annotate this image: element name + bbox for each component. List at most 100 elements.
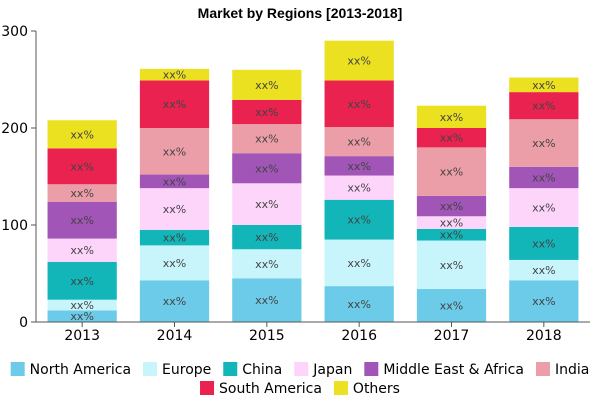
bar-segment-europe-2013 bbox=[47, 299, 117, 311]
segment-label: xx% bbox=[532, 237, 555, 250]
segment-label: xx% bbox=[532, 137, 555, 150]
bar-segment-japan-2016 bbox=[324, 175, 394, 200]
segment-label: xx% bbox=[347, 257, 370, 270]
bar-segment-south-america-2017 bbox=[416, 128, 487, 148]
bar-segment-north-america-2018 bbox=[509, 280, 579, 322]
bar-segment-south-america-2015 bbox=[232, 99, 302, 125]
legend-label: China bbox=[242, 362, 282, 378]
segment-label: xx% bbox=[163, 203, 186, 216]
segment-label: xx% bbox=[440, 229, 463, 242]
bar-segment-china-2014 bbox=[139, 229, 210, 246]
segment-label: xx% bbox=[70, 214, 93, 227]
legend-label: Japan bbox=[312, 362, 352, 378]
segment-label: xx% bbox=[532, 100, 555, 113]
bar-segment-middle-east-africa-2017 bbox=[416, 195, 487, 217]
legend-label: Others bbox=[353, 381, 400, 397]
segment-label: xx% bbox=[70, 244, 93, 257]
segment-label: xx% bbox=[255, 106, 278, 119]
bar-segment-south-america-2013 bbox=[47, 148, 117, 185]
segment-label: xx% bbox=[347, 298, 370, 311]
bar-segment-china-2016 bbox=[324, 199, 394, 240]
segment-label: xx% bbox=[163, 257, 186, 270]
bar-segment-japan-2017 bbox=[416, 216, 487, 229]
x-tick-label: 2014 bbox=[157, 328, 193, 344]
legend-swatch bbox=[200, 381, 215, 395]
segment-label: xx% bbox=[532, 79, 555, 92]
x-axis-ticks: 2013 2014 2015 2016 2017 2018 bbox=[64, 322, 562, 344]
y-tick-label: 300 bbox=[1, 24, 28, 40]
bar-segment-middle-east-africa-2015 bbox=[232, 153, 302, 184]
bar-segment-middle-east-africa-2013 bbox=[47, 201, 117, 239]
segment-label: xx% bbox=[255, 231, 278, 244]
legend-label: South America bbox=[219, 381, 322, 397]
legend-swatch bbox=[10, 362, 25, 376]
segment-label: xx% bbox=[347, 98, 370, 111]
x-tick-label: 2013 bbox=[64, 328, 100, 344]
bar-segment-india-2016 bbox=[324, 127, 394, 157]
legend-item-north-america: North America bbox=[10, 362, 131, 378]
bar-segment-europe-2015 bbox=[232, 249, 302, 279]
bar-segment-middle-east-africa-2014 bbox=[139, 174, 210, 189]
y-axis-ticks: 0 100 200 300 bbox=[1, 24, 36, 331]
segment-label: xx% bbox=[70, 128, 93, 141]
segment-label: xx% bbox=[532, 264, 555, 277]
segment-label: xx% bbox=[163, 98, 186, 111]
legend-item-south-america: South America bbox=[200, 381, 322, 397]
segment-label: xx% bbox=[163, 69, 186, 82]
bar-segment-china-2017 bbox=[416, 228, 487, 241]
bar-segment-north-america-2016 bbox=[324, 286, 394, 322]
bar-segment-north-america-2014 bbox=[139, 280, 210, 322]
bar-segment-japan-2014 bbox=[139, 188, 210, 230]
x-tick-label: 2015 bbox=[249, 328, 285, 344]
y-tick-label: 100 bbox=[1, 218, 28, 234]
legend-item-india: India bbox=[535, 362, 589, 378]
segment-label: xx% bbox=[70, 299, 93, 312]
x-tick-label: 2017 bbox=[434, 328, 470, 344]
segment-label: xx% bbox=[70, 310, 93, 323]
bar-segment-india-2015 bbox=[232, 124, 302, 154]
bar-segment-middle-east-africa-2018 bbox=[509, 166, 579, 189]
segment-label: xx% bbox=[440, 166, 463, 179]
legend: North America Europe China Japan Middle East… bbox=[10, 362, 589, 397]
bar-segment-china-2013 bbox=[47, 261, 117, 300]
segment-label: xx% bbox=[70, 275, 93, 288]
bar-segment-china-2015 bbox=[232, 225, 302, 250]
bar-segment-europe-2017 bbox=[416, 240, 487, 290]
segment-label: xx% bbox=[255, 294, 278, 307]
bar-segment-europe-2018 bbox=[509, 259, 579, 281]
legend-swatch bbox=[333, 381, 348, 395]
bar-segment-europe-2014 bbox=[139, 245, 210, 281]
bar-segment-south-america-2016 bbox=[324, 80, 394, 128]
segment-label: xx% bbox=[255, 79, 278, 92]
bar-segment-south-america-2018 bbox=[509, 92, 579, 120]
legend-label: North America bbox=[30, 362, 131, 378]
segment-label: xx% bbox=[163, 145, 186, 158]
bar-segment-north-america-2015 bbox=[232, 278, 302, 322]
bar-segment-others-2017 bbox=[416, 105, 487, 128]
bars-layer: xx%xx%xx%xx%xx%xx%xx%xx%xx%xx%xx%xx%xx%x… bbox=[47, 40, 579, 323]
segment-label: xx% bbox=[70, 187, 93, 200]
legend-label: Europe bbox=[162, 362, 211, 378]
legend-swatch bbox=[294, 362, 309, 376]
bar-segment-north-america-2017 bbox=[416, 289, 487, 322]
x-tick-label: 2016 bbox=[341, 328, 377, 344]
segment-label: xx% bbox=[163, 295, 186, 308]
segment-label: xx% bbox=[440, 200, 463, 213]
segment-label: xx% bbox=[255, 198, 278, 211]
bar-segment-europe-2016 bbox=[324, 239, 394, 287]
legend-item-china: China bbox=[223, 362, 282, 378]
segment-label: xx% bbox=[255, 133, 278, 146]
bar-segment-south-america-2014 bbox=[139, 80, 210, 128]
legend-label: India bbox=[555, 362, 589, 378]
segment-label: xx% bbox=[163, 232, 186, 245]
segment-label: xx% bbox=[347, 182, 370, 195]
bar-segment-north-america-2013 bbox=[47, 310, 117, 322]
legend-item-middle-east-africa: Middle East & Africa bbox=[364, 362, 524, 378]
bar-segment-china-2018 bbox=[509, 226, 579, 260]
bar-segment-others-2018 bbox=[509, 77, 579, 93]
legend-swatch bbox=[535, 362, 550, 376]
legend-swatch bbox=[364, 362, 379, 376]
segment-label: xx% bbox=[255, 258, 278, 271]
y-tick-label: 0 bbox=[19, 315, 28, 331]
